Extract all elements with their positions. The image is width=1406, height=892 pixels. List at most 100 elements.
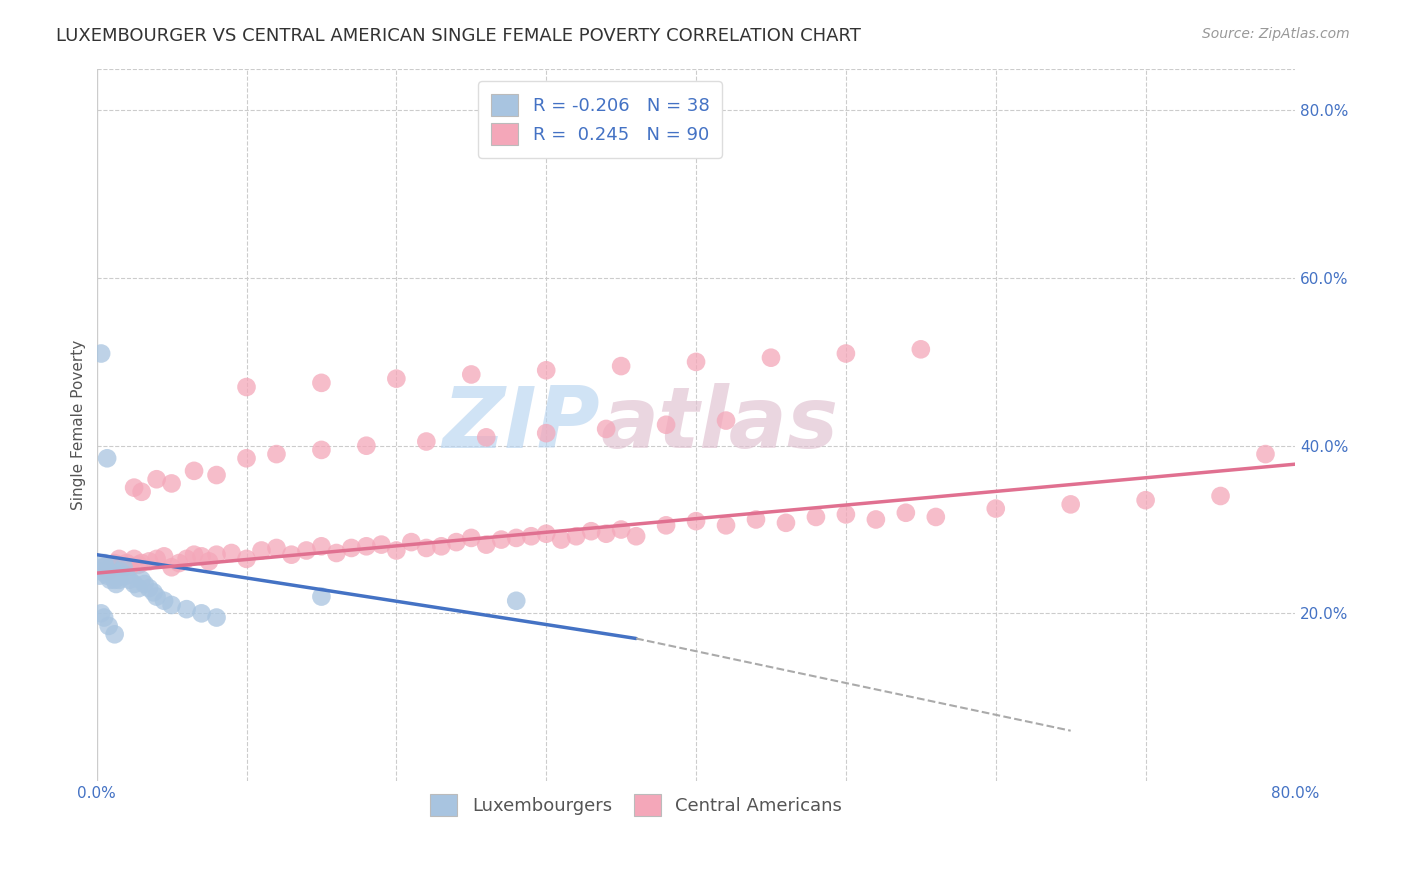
Point [505,594,527,608]
Point [1209,489,1232,503]
Point [100,560,122,574]
Point [595,422,617,436]
Point [835,346,858,360]
Point [91,560,114,574]
Point [446,535,468,549]
Point [183,548,205,562]
Point [714,518,737,533]
Point [370,538,392,552]
Point [131,484,153,499]
Point [153,594,176,608]
Point [110,565,132,579]
Point [93,556,115,570]
Point [865,512,887,526]
Point [107,568,129,582]
Point [356,539,378,553]
Point [167,556,190,570]
Point [131,573,153,587]
Point [610,359,633,373]
Point [221,546,243,560]
Point [340,541,363,555]
Point [145,552,167,566]
Point [1060,497,1083,511]
Point [430,539,453,553]
Point [115,568,138,582]
Point [90,565,112,579]
Point [108,552,131,566]
Point [89,568,111,582]
Point [90,607,112,621]
Point [134,577,156,591]
Point [122,481,145,495]
Point [325,546,347,560]
Point [579,524,602,539]
Point [475,430,498,444]
Point [198,554,221,568]
Point [100,560,122,574]
Point [205,548,228,562]
Point [131,556,153,570]
Point [415,541,437,555]
Point [93,610,115,624]
Point [415,434,437,449]
Point [235,552,257,566]
Point [910,343,932,357]
Point [118,560,141,574]
Point [266,447,288,461]
Point [295,543,318,558]
Point [534,526,557,541]
Point [311,590,333,604]
Point [108,573,131,587]
Point [835,508,858,522]
Point [205,468,228,483]
Point [475,538,498,552]
Point [176,552,198,566]
Point [122,577,145,591]
Point [145,472,167,486]
Point [250,543,273,558]
Point [153,549,176,564]
Point [118,573,141,587]
Point [894,506,917,520]
Point [520,529,543,543]
Point [491,533,513,547]
Point [385,543,408,558]
Point [138,581,160,595]
Point [96,451,118,466]
Point [94,560,117,574]
Point [93,560,115,574]
Point [176,602,198,616]
Point [311,376,333,390]
Point [534,363,557,377]
Point [128,581,150,595]
Point [925,510,948,524]
Point [759,351,782,365]
Point [505,531,527,545]
Y-axis label: Single Female Poverty: Single Female Poverty [72,340,86,510]
Point [112,560,135,574]
Point [356,439,378,453]
Point [311,539,333,553]
Legend: Luxembourgers, Central Americans: Luxembourgers, Central Americans [422,785,851,825]
Point [104,556,127,570]
Point [190,549,212,564]
Point [685,355,707,369]
Point [460,368,482,382]
Point [97,565,120,579]
Point [104,627,127,641]
Point [714,413,737,427]
Point [101,568,124,582]
Point [138,554,160,568]
Point [534,426,557,441]
Point [115,556,138,570]
Point [97,565,120,579]
Point [610,523,633,537]
Point [550,533,572,547]
Point [1254,447,1277,461]
Point [685,514,707,528]
Point [385,372,408,386]
Point [190,607,212,621]
Point [98,573,121,587]
Point [235,380,257,394]
Point [104,573,127,587]
